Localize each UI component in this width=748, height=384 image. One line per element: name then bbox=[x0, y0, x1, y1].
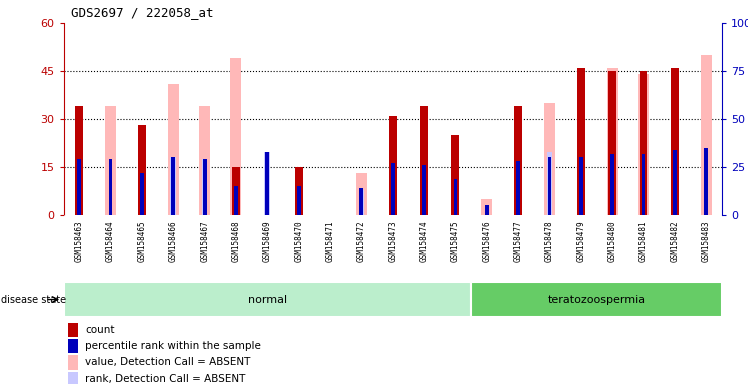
Bar bbox=[68, 355, 79, 370]
Text: GSM158464: GSM158464 bbox=[106, 220, 115, 262]
Bar bbox=[199, 106, 210, 215]
Text: GDS2697 / 222058_at: GDS2697 / 222058_at bbox=[71, 6, 214, 19]
Bar bbox=[544, 103, 555, 215]
Bar bbox=[705, 148, 708, 215]
Bar bbox=[548, 157, 551, 215]
Bar bbox=[202, 159, 207, 215]
Text: GSM158479: GSM158479 bbox=[576, 220, 585, 262]
Text: GSM158473: GSM158473 bbox=[388, 220, 397, 262]
Bar bbox=[389, 116, 396, 215]
Bar bbox=[77, 159, 81, 215]
Bar bbox=[76, 106, 83, 215]
Bar bbox=[422, 165, 426, 215]
Bar bbox=[673, 150, 677, 215]
Bar bbox=[481, 199, 492, 215]
Bar bbox=[608, 71, 616, 215]
Bar bbox=[453, 179, 457, 215]
Bar bbox=[547, 152, 552, 215]
Bar bbox=[265, 152, 270, 215]
Bar bbox=[266, 152, 269, 215]
Bar bbox=[68, 323, 79, 337]
Text: disease state: disease state bbox=[1, 295, 67, 305]
Text: GSM158463: GSM158463 bbox=[75, 220, 84, 262]
Bar bbox=[295, 167, 303, 215]
Bar bbox=[234, 186, 238, 215]
Bar bbox=[297, 186, 301, 215]
Text: teratozoospermia: teratozoospermia bbox=[548, 295, 646, 305]
Text: GSM158474: GSM158474 bbox=[420, 220, 429, 262]
Bar bbox=[360, 188, 364, 215]
Text: GSM158478: GSM158478 bbox=[545, 220, 554, 262]
Text: GSM158467: GSM158467 bbox=[200, 220, 209, 262]
Text: GSM158470: GSM158470 bbox=[294, 220, 303, 262]
Bar bbox=[701, 55, 711, 215]
Bar bbox=[358, 190, 364, 215]
Text: GSM158480: GSM158480 bbox=[607, 220, 616, 262]
Bar bbox=[452, 135, 459, 215]
Text: percentile rank within the sample: percentile rank within the sample bbox=[85, 341, 261, 351]
Bar bbox=[138, 126, 146, 215]
Text: GSM158465: GSM158465 bbox=[138, 220, 147, 262]
Bar bbox=[471, 282, 722, 317]
Text: GSM158481: GSM158481 bbox=[639, 220, 648, 262]
Bar bbox=[516, 161, 520, 215]
Text: GSM158466: GSM158466 bbox=[169, 220, 178, 262]
Bar bbox=[230, 58, 242, 215]
Bar bbox=[105, 106, 116, 215]
Bar bbox=[171, 157, 176, 215]
Bar bbox=[232, 167, 240, 215]
Bar bbox=[203, 159, 206, 215]
Bar bbox=[108, 159, 112, 215]
Text: GSM158472: GSM158472 bbox=[357, 220, 366, 262]
Bar bbox=[607, 68, 618, 215]
Bar bbox=[68, 339, 79, 353]
Text: normal: normal bbox=[248, 295, 287, 305]
Bar bbox=[68, 372, 79, 384]
Bar bbox=[671, 68, 678, 215]
Text: GSM158471: GSM158471 bbox=[325, 220, 334, 262]
Text: count: count bbox=[85, 325, 114, 335]
Bar bbox=[579, 157, 583, 215]
Bar bbox=[140, 173, 144, 215]
Bar bbox=[638, 74, 649, 215]
Bar bbox=[390, 163, 395, 215]
Bar bbox=[485, 205, 488, 215]
Bar bbox=[171, 157, 175, 215]
Bar bbox=[610, 154, 614, 215]
Text: value, Detection Call = ABSENT: value, Detection Call = ABSENT bbox=[85, 358, 251, 367]
Text: GSM158476: GSM158476 bbox=[482, 220, 491, 262]
Bar bbox=[168, 84, 179, 215]
Text: rank, Detection Call = ABSENT: rank, Detection Call = ABSENT bbox=[85, 374, 245, 384]
Text: GSM158469: GSM158469 bbox=[263, 220, 272, 262]
Bar bbox=[64, 282, 471, 317]
Bar bbox=[356, 174, 367, 215]
Text: GSM158475: GSM158475 bbox=[451, 220, 460, 262]
Text: GSM158468: GSM158468 bbox=[231, 220, 240, 262]
Text: GSM158483: GSM158483 bbox=[702, 220, 711, 262]
Bar bbox=[420, 106, 428, 215]
Text: GSM158477: GSM158477 bbox=[514, 220, 523, 262]
Bar bbox=[514, 106, 522, 215]
Bar bbox=[640, 71, 647, 215]
Bar bbox=[642, 154, 646, 215]
Bar bbox=[577, 68, 585, 215]
Text: GSM158482: GSM158482 bbox=[670, 220, 679, 262]
